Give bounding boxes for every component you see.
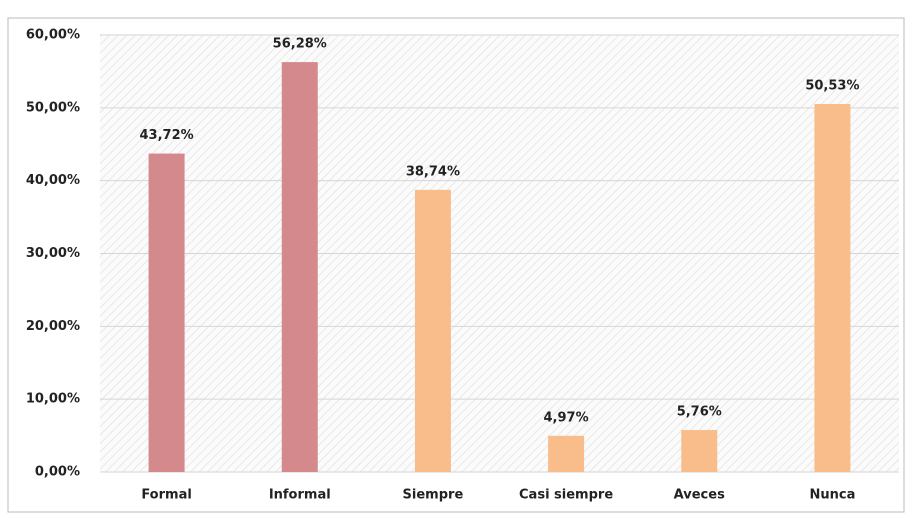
value-label: 43,72% xyxy=(140,128,194,143)
y-tick-label: 30,00% xyxy=(26,246,80,261)
x-tick-label: Formal xyxy=(141,488,191,503)
value-label: 38,74% xyxy=(406,164,460,179)
x-tick-label: Aveces xyxy=(674,488,725,503)
value-label: 4,97% xyxy=(544,410,589,425)
bar xyxy=(681,430,718,472)
y-tick-label: 40,00% xyxy=(26,173,80,188)
bar xyxy=(281,62,318,473)
y-tick-label: 60,00% xyxy=(26,28,80,43)
x-tick-label: Informal xyxy=(269,488,331,503)
y-tick-label: 50,00% xyxy=(26,100,80,115)
y-tick-label: 0,00% xyxy=(35,465,80,480)
bar xyxy=(148,153,185,472)
bar xyxy=(414,189,451,472)
value-label: 50,53% xyxy=(805,78,859,93)
x-tick-label: Nunca xyxy=(809,488,855,503)
value-label: 5,76% xyxy=(677,405,722,420)
x-tick-label: Siempre xyxy=(403,488,464,503)
bar xyxy=(548,435,585,472)
bar xyxy=(814,103,851,472)
x-tick-label: Casi siempre xyxy=(519,488,613,503)
value-label: 56,28% xyxy=(273,37,327,52)
y-tick-label: 10,00% xyxy=(26,392,80,407)
y-tick-label: 20,00% xyxy=(26,319,80,334)
